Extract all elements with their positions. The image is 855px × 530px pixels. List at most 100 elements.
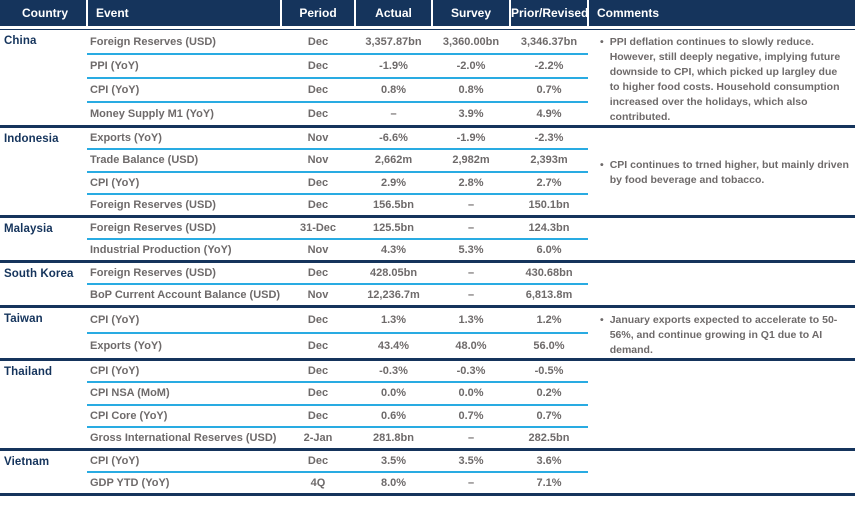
table-row: Industrial Production (YoY) Nov 4.3% 5.3% 6.…: [0, 239, 855, 263]
comment-cell: [588, 449, 855, 496]
actual-cell: 125.5bn: [355, 216, 432, 240]
actual-cell: 2.9%: [355, 171, 432, 195]
period-cell: Dec: [281, 382, 355, 406]
table-row: Taiwan CPI (YoY) Dec 1.3% 1.3% 1.2% • January e…: [0, 306, 855, 361]
table-row: PPI (YoY) Dec -1.9% -2.0% -2.2%: [0, 54, 855, 80]
period-cell: 4Q: [281, 472, 355, 496]
event-cell: Industrial Production (YoY): [87, 239, 281, 263]
survey-cell: 0.8%: [432, 78, 510, 104]
table-row: Foreign Reserves (USD) Dec 156.5bn –150.1bn: [0, 194, 855, 218]
prior-revised-cell: 7.1%: [510, 472, 588, 496]
survey-cell: –: [432, 472, 510, 496]
period-cell: Dec: [281, 261, 355, 285]
event-cell: BoP Current Account Balance (USD): [87, 284, 281, 308]
survey-cell: 2,982m: [432, 149, 510, 173]
event-cell: CPI Core (YoY): [87, 404, 281, 428]
actual-cell: 3,357.87bn: [355, 30, 432, 56]
survey-cell: 3.9%: [432, 102, 510, 129]
country-group-indonesia: Indonesia Exports (YoY) Nov -6.6% -1.9% -2.3%…: [0, 126, 855, 218]
actual-cell: 43.4%: [355, 333, 432, 361]
prior-revised-cell: 0.2%: [510, 382, 588, 406]
table-header: Country Event Period Actual Survey Prior…: [0, 0, 855, 27]
country-label: Indonesia: [0, 126, 87, 218]
period-cell: Dec: [281, 30, 355, 56]
prior-revised-cell: 124.3bn: [510, 216, 588, 240]
country-group-taiwan: Taiwan CPI (YoY) Dec 1.3% 1.3% 1.2% • January e…: [0, 306, 855, 361]
event-cell: Gross International Reserves (USD): [87, 427, 281, 451]
event-cell: Foreign Reserves (USD): [87, 194, 281, 218]
table-row: China Foreign Reserves (USD) Dec 3,357.87bn…: [0, 30, 855, 128]
table-row: CPI (YoY) Dec 0.8% 0.8% 0.7%: [0, 78, 855, 104]
comment-cell: • CPI continues to trned higher, but main…: [588, 126, 855, 218]
period-cell: Nov: [281, 149, 355, 173]
survey-cell: –: [432, 284, 510, 308]
period-cell: Nov: [281, 284, 355, 308]
table-row: BoP Current Account Balance (USD) Nov 12,2…: [0, 284, 855, 308]
period-cell: Dec: [281, 54, 355, 80]
survey-cell: 1.3%: [432, 306, 510, 334]
country-group-south-korea: South Korea Foreign Reserves (USD) Dec 428.…: [0, 261, 855, 308]
header-prior-revised: Prior/Revised: [510, 0, 589, 27]
survey-cell: 48.0%: [432, 333, 510, 361]
country-group-malaysia: Malaysia Foreign Reserves (USD) 31-Dec 125.…: [0, 216, 855, 263]
event-cell: PPI (YoY): [87, 54, 281, 80]
comment-cell: • January exports expected to accelerate …: [588, 306, 855, 361]
actual-cell: 0.6%: [355, 404, 432, 428]
actual-cell: 428.05bn: [355, 261, 432, 285]
event-cell: CPI NSA (MoM): [87, 382, 281, 406]
table-row: CPI (YoY) Dec 2.9% 2.8% 2.7%: [0, 171, 855, 195]
actual-cell: 281.8bn: [355, 427, 432, 451]
table-row: Gross International Reserves (USD) 2-Jan 2…: [0, 427, 855, 451]
actual-cell: 3.5%: [355, 449, 432, 473]
prior-revised-cell: 6.0%: [510, 239, 588, 263]
survey-cell: 3,360.00bn: [432, 30, 510, 56]
prior-revised-cell: 2,393m: [510, 149, 588, 173]
header-divider-bar: [0, 25, 855, 30]
actual-cell: 0.8%: [355, 78, 432, 104]
period-cell: Dec: [281, 102, 355, 129]
header-event: Event: [87, 0, 282, 27]
table-row: Malaysia Foreign Reserves (USD) 31-Dec 125.…: [0, 216, 855, 263]
country-label: China: [0, 30, 87, 128]
comment: • CPI continues to trned higher, but main…: [600, 158, 849, 188]
comment: • PPI deflation continues to slowly reduc…: [600, 35, 849, 124]
period-cell: Dec: [281, 78, 355, 104]
country-label: Malaysia: [0, 216, 87, 263]
actual-cell: -1.9%: [355, 54, 432, 80]
prior-revised-cell: 1.2%: [510, 306, 588, 334]
prior-revised-cell: 282.5bn: [510, 427, 588, 451]
country-label: Vietnam: [0, 449, 87, 496]
prior-revised-cell: 4.9%: [510, 102, 588, 129]
table-row: Money Supply M1 (YoY) Dec –3.9% 4.9%: [0, 102, 855, 129]
country-label: Taiwan: [0, 306, 87, 361]
country-group-vietnam: Vietnam CPI (YoY) Dec 3.5% 3.5% 3.6% GDP YTD (…: [0, 449, 855, 496]
header-period: Period: [281, 0, 356, 27]
table-row: Exports (YoY) Dec 43.4% 48.0% 56.0%: [0, 333, 855, 361]
survey-cell: –: [432, 261, 510, 285]
bullet-icon: •: [600, 36, 604, 48]
period-cell: Dec: [281, 306, 355, 334]
survey-cell: –: [432, 427, 510, 451]
table-row: Vietnam CPI (YoY) Dec 3.5% 3.5% 3.6%: [0, 449, 855, 496]
actual-cell: –: [355, 102, 432, 129]
comment-cell: [588, 261, 855, 308]
event-cell: CPI (YoY): [87, 359, 281, 383]
period-cell: 2-Jan: [281, 427, 355, 451]
country-group-china: China Foreign Reserves (USD) Dec 3,357.87bn…: [0, 30, 855, 129]
bullet-icon: •: [600, 159, 604, 171]
actual-cell: 156.5bn: [355, 194, 432, 218]
prior-revised-cell: 2.7%: [510, 171, 588, 195]
survey-cell: –: [432, 216, 510, 240]
event-cell: CPI (YoY): [87, 449, 281, 473]
table-row: GDP YTD (YoY) 4Q 8.0% –7.1%: [0, 472, 855, 496]
actual-cell: 4.3%: [355, 239, 432, 263]
bullet-icon: •: [600, 314, 604, 326]
actual-cell: 1.3%: [355, 306, 432, 334]
table-row: Indonesia Exports (YoY) Nov -6.6% -1.9% -2.3%…: [0, 126, 855, 218]
table-row: CPI Core (YoY) Dec 0.6% 0.7% 0.7%: [0, 404, 855, 428]
prior-revised-cell: 150.1bn: [510, 194, 588, 218]
table-row: CPI NSA (MoM) Dec 0.0% 0.0% 0.2%: [0, 382, 855, 406]
prior-revised-cell: 3.6%: [510, 449, 588, 473]
survey-cell: -2.0%: [432, 54, 510, 80]
prior-revised-cell: 6,813.8m: [510, 284, 588, 308]
